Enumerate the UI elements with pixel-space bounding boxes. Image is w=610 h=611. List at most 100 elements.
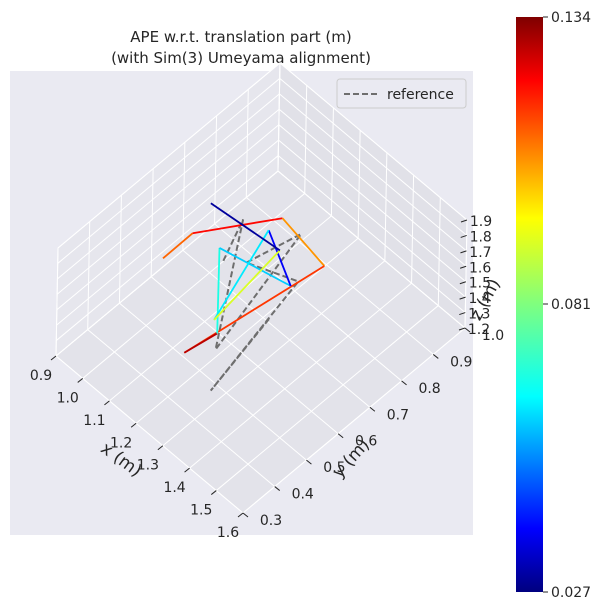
estimate-trajectory-segment xyxy=(267,229,292,287)
grid-line xyxy=(245,197,434,355)
z-tick-mark xyxy=(460,219,468,223)
reference-trajectory-line xyxy=(209,218,303,392)
z-tick-label: 1.6 xyxy=(469,260,491,276)
estimate-trajectory-segment xyxy=(281,217,326,267)
grid-line xyxy=(242,327,466,514)
y-tick-label: 0.5 xyxy=(323,460,345,476)
z-tick-mark xyxy=(459,312,466,316)
y-tick-label: 0.4 xyxy=(292,487,314,503)
x-tick-label: 1.2 xyxy=(110,435,132,451)
grid-line xyxy=(215,305,439,491)
grid-line xyxy=(55,355,244,514)
estimate-trajectory-segment xyxy=(192,217,283,235)
grid-line xyxy=(118,195,122,304)
grid-line xyxy=(437,197,441,306)
y-tick-label: 0.8 xyxy=(418,381,440,397)
x-tick-label: 1.1 xyxy=(83,413,105,429)
grid-line xyxy=(304,85,308,194)
grid-line xyxy=(278,108,467,267)
legend-reference-label: reference xyxy=(387,87,454,103)
x-tick-mark xyxy=(50,355,57,361)
grid-line xyxy=(214,223,402,382)
grid-line xyxy=(82,193,306,379)
x-tick-label: 1.4 xyxy=(163,480,185,496)
grid-line xyxy=(182,249,371,408)
z-tick-label: 1.8 xyxy=(470,229,492,245)
estimate-trajectory-segment xyxy=(213,229,270,321)
grid-line xyxy=(119,302,307,461)
x-tick-mark xyxy=(157,445,164,451)
y-tick-label: 0.6 xyxy=(355,434,377,450)
grid-line xyxy=(56,139,279,326)
estimate-trajectory-segment xyxy=(183,332,218,354)
grid-line xyxy=(182,142,186,251)
estimate-trajectory-segment xyxy=(162,232,194,260)
grid-line xyxy=(277,170,466,329)
y-tick-mark xyxy=(337,433,344,439)
grid-line xyxy=(279,93,467,252)
z-tick-label: 1.5 xyxy=(469,276,491,292)
colorbar-gradient xyxy=(516,17,543,592)
estimate-trajectory-segment xyxy=(210,202,281,252)
grid-line xyxy=(55,170,279,357)
z-tick-mark xyxy=(460,250,467,254)
x-tick-mark xyxy=(77,378,84,383)
y-tick-mark xyxy=(401,380,407,386)
grid-line xyxy=(57,62,281,249)
estimate-trajectory-segment xyxy=(216,247,221,334)
grid-line xyxy=(135,237,359,424)
x-tick-label: 1.0 xyxy=(57,390,79,406)
legend: reference xyxy=(336,78,467,109)
z-tick-label: 1.3 xyxy=(468,307,490,323)
grid-line xyxy=(278,124,467,283)
colorbar-mid-label: 0.081 xyxy=(551,297,591,313)
grid-line xyxy=(55,247,59,357)
colorbar: 0.134 0.081 0.027 xyxy=(516,10,591,601)
grid-line xyxy=(150,276,339,435)
grid-line xyxy=(162,260,386,447)
grid-line xyxy=(277,62,281,172)
x-tick-mark xyxy=(184,467,190,473)
colorbar-min-label: 0.027 xyxy=(551,585,591,601)
z-tick-label: 1.2 xyxy=(468,322,490,338)
x-tick-mark xyxy=(130,422,137,428)
grid-line xyxy=(56,108,280,295)
z-tick-label: 1.7 xyxy=(469,245,491,261)
legend-box xyxy=(336,78,467,109)
y-tick-label: 1.0 xyxy=(482,328,504,344)
x-tick-label: 1.6 xyxy=(217,525,239,541)
grid-line xyxy=(277,155,466,313)
x-tick-mark xyxy=(210,490,217,495)
y-tick-label: 0.7 xyxy=(387,407,409,423)
grid-line xyxy=(278,139,466,298)
y-tick-mark xyxy=(464,327,471,333)
y-tick-mark xyxy=(242,512,249,518)
y-tick-mark xyxy=(432,354,439,359)
grid-line xyxy=(411,175,415,284)
grid-line xyxy=(330,107,334,216)
grid-line xyxy=(245,89,249,198)
grid-line xyxy=(357,130,361,239)
z-tick-label: 1.9 xyxy=(470,214,492,230)
y-tick-label: 0.9 xyxy=(450,354,472,370)
y-tick-mark xyxy=(306,459,312,465)
z-tick-label: 1.4 xyxy=(468,291,490,307)
grid-line xyxy=(189,282,412,469)
axes-3d: 0.91.01.11.21.31.41.51.60.30.40.50.60.70… xyxy=(30,61,504,541)
colorbar-max-label: 0.134 xyxy=(551,10,591,26)
z-tick-mark xyxy=(458,327,466,331)
grid-line xyxy=(57,93,280,280)
y-tick-label: 0.3 xyxy=(260,513,282,529)
x-tick-mark xyxy=(237,512,244,518)
x-tick-label: 0.9 xyxy=(30,368,52,384)
grid-line xyxy=(279,78,468,236)
estimate-trajectory-segment xyxy=(213,249,281,321)
grid-line xyxy=(384,152,388,261)
grid-line xyxy=(55,155,279,341)
grid-line xyxy=(279,62,468,221)
y-tick-mark xyxy=(369,406,376,412)
grid-line xyxy=(57,78,281,264)
z-tick-mark xyxy=(460,234,467,238)
grid-line xyxy=(56,124,280,311)
